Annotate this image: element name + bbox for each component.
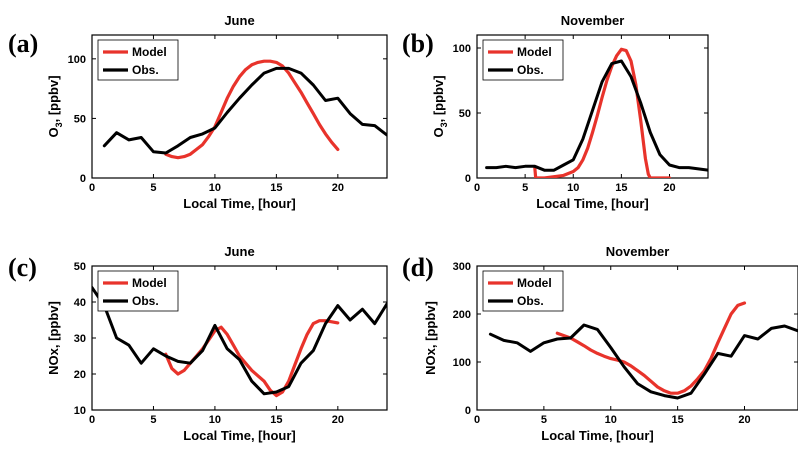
panel-label: (d) bbox=[402, 253, 434, 282]
panel-label: (b) bbox=[402, 29, 434, 58]
chart-title: June bbox=[224, 13, 254, 28]
y-tick-label: 10 bbox=[74, 405, 86, 417]
legend-label: Obs. bbox=[517, 294, 544, 308]
y-tick-label: 0 bbox=[465, 405, 471, 417]
chart-title: June bbox=[224, 244, 254, 259]
x-axis-label: Local Time, [hour] bbox=[183, 428, 295, 443]
series-line-obs bbox=[92, 286, 387, 396]
legend-label: Model bbox=[132, 276, 167, 290]
x-tick-label: 10 bbox=[567, 182, 579, 194]
x-tick-label: 20 bbox=[738, 414, 750, 426]
y-tick-label: 40 bbox=[74, 297, 86, 309]
plot-frame bbox=[476, 265, 798, 411]
x-tick-label: 20 bbox=[663, 182, 675, 194]
y-tick-label: 0 bbox=[80, 173, 86, 185]
y-tick-label: 100 bbox=[453, 43, 471, 55]
y-axis-label: O3, [ppbv] bbox=[431, 75, 449, 137]
y-tick-label: 300 bbox=[453, 261, 471, 273]
y-tick-label: 100 bbox=[453, 357, 471, 369]
y-tick-label: 50 bbox=[74, 113, 86, 125]
legend-label: Model bbox=[517, 45, 552, 59]
x-tick-label: 10 bbox=[209, 182, 221, 194]
chart-panel-0: (a) June 0 5 10 15 20 0 50 100 Local Time, [hour] O… bbox=[8, 13, 388, 211]
series-line-model bbox=[533, 47, 672, 178]
y-tick-label: 30 bbox=[74, 333, 86, 345]
y-tick-label: 50 bbox=[459, 108, 471, 120]
x-tick-label: 5 bbox=[522, 182, 528, 194]
x-tick-label: 0 bbox=[474, 414, 480, 426]
series-line-obs bbox=[485, 59, 708, 172]
legend-label: Obs. bbox=[132, 63, 159, 77]
legend-box bbox=[482, 39, 564, 81]
x-tick-label: 15 bbox=[615, 182, 627, 194]
legend-label: Model bbox=[517, 276, 552, 290]
y-tick-label: 100 bbox=[68, 54, 86, 66]
series-line-obs bbox=[102, 66, 387, 155]
legend-label: Obs. bbox=[132, 294, 159, 308]
chart-panel-1: (b) November 0 5 10 15 20 0 50 100 Local Time, [ho… bbox=[402, 13, 709, 211]
series-line-model bbox=[164, 59, 340, 160]
series-line-model bbox=[164, 319, 340, 398]
x-tick-label: 0 bbox=[474, 182, 480, 194]
chart-title: November bbox=[606, 244, 670, 259]
plot-frame bbox=[91, 34, 388, 179]
legend-box bbox=[97, 39, 179, 81]
x-tick-label: 15 bbox=[270, 414, 282, 426]
x-tick-label: 5 bbox=[150, 414, 156, 426]
y-tick-label: 200 bbox=[453, 309, 471, 321]
x-tick-label: 5 bbox=[150, 182, 156, 194]
x-tick-label: 15 bbox=[270, 182, 282, 194]
legend-label: Obs. bbox=[517, 63, 544, 77]
y-tick-label: 50 bbox=[74, 261, 86, 273]
x-tick-label: 15 bbox=[672, 414, 684, 426]
x-tick-label: 10 bbox=[209, 414, 221, 426]
plot-frame bbox=[476, 34, 709, 179]
y-axis-label: NOx, [ppbv] bbox=[423, 301, 438, 375]
y-tick-label: 0 bbox=[465, 173, 471, 185]
x-axis-label: Local Time, [hour] bbox=[183, 196, 295, 211]
x-tick-label: 0 bbox=[89, 182, 95, 194]
y-axis-label: O3, [ppbv] bbox=[46, 75, 64, 137]
panel-label: (a) bbox=[8, 29, 38, 58]
legend-label: Model bbox=[132, 45, 167, 59]
x-axis-label: Local Time, [hour] bbox=[541, 428, 653, 443]
series-line-obs bbox=[488, 323, 798, 400]
x-tick-label: 20 bbox=[332, 182, 344, 194]
x-tick-label: 20 bbox=[332, 414, 344, 426]
y-tick-label: 20 bbox=[74, 369, 86, 381]
legend-box bbox=[97, 270, 179, 312]
panel-label: (c) bbox=[8, 253, 37, 282]
chart-panel-2: (c) June 0 5 10 15 20 10 20 30 40 50 Local Time, [ho… bbox=[8, 244, 388, 443]
legend-box bbox=[482, 270, 564, 312]
x-tick-label: 0 bbox=[89, 414, 95, 426]
x-axis-label: Local Time, [hour] bbox=[536, 196, 648, 211]
x-tick-label: 5 bbox=[541, 414, 547, 426]
y-axis-label: NOx, [ppbv] bbox=[46, 301, 61, 375]
chart-title: November bbox=[561, 13, 625, 28]
series-line-model bbox=[555, 301, 747, 395]
x-tick-label: 10 bbox=[605, 414, 617, 426]
